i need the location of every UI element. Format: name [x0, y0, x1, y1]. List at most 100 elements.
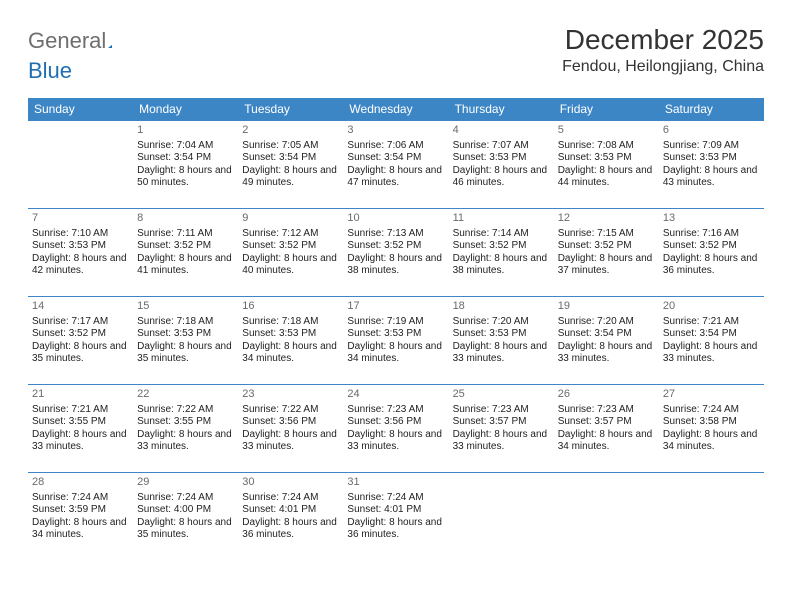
sunset-text: Sunset: 3:59 PM	[32, 504, 129, 517]
weekday-header: Saturday	[659, 98, 764, 121]
day-number: 12	[558, 212, 655, 226]
brand-part2: Blue	[28, 58, 72, 84]
calendar-cell	[449, 473, 554, 561]
day-number: 18	[453, 300, 550, 314]
calendar-cell: 27Sunrise: 7:24 AMSunset: 3:58 PMDayligh…	[659, 385, 764, 473]
day-number: 13	[663, 212, 760, 226]
day-number: 3	[347, 124, 444, 138]
sunset-text: Sunset: 4:01 PM	[242, 504, 339, 517]
sunset-text: Sunset: 3:53 PM	[453, 328, 550, 341]
sunrise-text: Sunrise: 7:22 AM	[242, 404, 339, 417]
calendar-cell: 13Sunrise: 7:16 AMSunset: 3:52 PMDayligh…	[659, 209, 764, 297]
day-number: 28	[32, 476, 129, 490]
day-number: 16	[242, 300, 339, 314]
sunset-text: Sunset: 4:01 PM	[347, 504, 444, 517]
sunset-text: Sunset: 3:55 PM	[32, 416, 129, 429]
sunrise-text: Sunrise: 7:20 AM	[558, 316, 655, 329]
daylight-text: Daylight: 8 hours and 38 minutes.	[453, 253, 550, 278]
day-number: 31	[347, 476, 444, 490]
day-number: 30	[242, 476, 339, 490]
sunrise-text: Sunrise: 7:04 AM	[137, 140, 234, 153]
sunset-text: Sunset: 3:52 PM	[242, 240, 339, 253]
sunrise-text: Sunrise: 7:24 AM	[32, 492, 129, 505]
day-number: 21	[32, 388, 129, 402]
calendar-cell: 24Sunrise: 7:23 AMSunset: 3:56 PMDayligh…	[343, 385, 448, 473]
sunrise-text: Sunrise: 7:23 AM	[347, 404, 444, 417]
daylight-text: Daylight: 8 hours and 44 minutes.	[558, 165, 655, 190]
calendar-cell: 28 Sunrise: 7:24 AMSunset: 3:59 PMDayligh…	[28, 473, 133, 561]
calendar-cell: 17Sunrise: 7:19 AMSunset: 3:53 PMDayligh…	[343, 297, 448, 385]
daylight-text: Daylight: 8 hours and 33 minutes.	[242, 429, 339, 454]
sunrise-text: Sunrise: 7:23 AM	[558, 404, 655, 417]
sunrise-text: Sunrise: 7:22 AM	[137, 404, 234, 417]
calendar-cell: 8Sunrise: 7:11 AMSunset: 3:52 PMDaylight…	[133, 209, 238, 297]
sunrise-text: Sunrise: 7:14 AM	[453, 228, 550, 241]
calendar-page: General December 2025 Fendou, Heilongjia…	[0, 0, 792, 585]
calendar-cell: 15Sunrise: 7:18 AMSunset: 3:53 PMDayligh…	[133, 297, 238, 385]
sunrise-text: Sunrise: 7:16 AM	[663, 228, 760, 241]
sunset-text: Sunset: 3:52 PM	[347, 240, 444, 253]
sunrise-text: Sunrise: 7:24 AM	[137, 492, 234, 505]
sunset-text: Sunset: 3:52 PM	[32, 328, 129, 341]
daylight-text: Daylight: 8 hours and 35 minutes.	[32, 341, 129, 366]
sunrise-text: Sunrise: 7:20 AM	[453, 316, 550, 329]
day-number: 1	[137, 124, 234, 138]
calendar-week-row: 1Sunrise: 7:04 AMSunset: 3:54 PMDaylight…	[28, 121, 764, 209]
sunset-text: Sunset: 3:56 PM	[242, 416, 339, 429]
calendar-cell: 1Sunrise: 7:04 AMSunset: 3:54 PMDaylight…	[133, 121, 238, 209]
calendar-cell: 2Sunrise: 7:05 AMSunset: 3:54 PMDaylight…	[238, 121, 343, 209]
daylight-text: Daylight: 8 hours and 35 minutes.	[137, 517, 234, 542]
daylight-text: Daylight: 8 hours and 50 minutes.	[137, 165, 234, 190]
title-block: December 2025 Fendou, Heilongjiang, Chin…	[562, 24, 764, 76]
sunset-text: Sunset: 3:52 PM	[453, 240, 550, 253]
daylight-text: Daylight: 8 hours and 34 minutes.	[32, 517, 129, 542]
sunrise-text: Sunrise: 7:15 AM	[558, 228, 655, 241]
daylight-text: Daylight: 8 hours and 33 minutes.	[32, 429, 129, 454]
sunrise-text: Sunrise: 7:21 AM	[663, 316, 760, 329]
sunset-text: Sunset: 3:58 PM	[663, 416, 760, 429]
sunrise-text: Sunrise: 7:21 AM	[32, 404, 129, 417]
brand-part1: General	[28, 28, 106, 54]
sunrise-text: Sunrise: 7:08 AM	[558, 140, 655, 153]
sunrise-text: Sunrise: 7:18 AM	[242, 316, 339, 329]
daylight-text: Daylight: 8 hours and 33 minutes.	[453, 341, 550, 366]
sail-icon	[108, 32, 111, 50]
daylight-text: Daylight: 8 hours and 38 minutes.	[347, 253, 444, 278]
day-number: 27	[663, 388, 760, 402]
calendar-week-row: 28Sunrise: 7:24 AMSunset: 3:59 PMDayligh…	[28, 473, 764, 561]
day-number: 8	[137, 212, 234, 226]
calendar-cell	[28, 121, 133, 209]
calendar-cell: 4Sunrise: 7:07 AMSunset: 3:53 PMDaylight…	[449, 121, 554, 209]
sunrise-text: Sunrise: 7:05 AM	[242, 140, 339, 153]
daylight-text: Daylight: 8 hours and 49 minutes.	[242, 165, 339, 190]
sunset-text: Sunset: 3:53 PM	[453, 152, 550, 165]
sunset-text: Sunset: 3:53 PM	[558, 152, 655, 165]
calendar-cell: 5 Sunrise: 7:08 AMSunset: 3:53 PMDaylight…	[554, 121, 659, 209]
calendar-cell: 12Sunrise: 7:15 AMSunset: 3:52 PMDayligh…	[554, 209, 659, 297]
sunrise-text: Sunrise: 7:12 AM	[242, 228, 339, 241]
calendar-cell: 7Sunrise: 7:10 AMSunset: 3:53 PMDaylight…	[28, 209, 133, 297]
daylight-text: Daylight: 8 hours and 41 minutes.	[137, 253, 234, 278]
weekday-header: Monday	[133, 98, 238, 121]
day-number: 24	[347, 388, 444, 402]
sunset-text: Sunset: 3:52 PM	[663, 240, 760, 253]
daylight-text: Daylight: 8 hours and 34 minutes.	[242, 341, 339, 366]
daylight-text: Daylight: 8 hours and 40 minutes.	[242, 253, 339, 278]
daylight-text: Daylight: 8 hours and 46 minutes.	[453, 165, 550, 190]
day-number: 19	[558, 300, 655, 314]
sunrise-text: Sunrise: 7:17 AM	[32, 316, 129, 329]
daylight-text: Daylight: 8 hours and 33 minutes.	[663, 341, 760, 366]
sunset-text: Sunset: 3:54 PM	[558, 328, 655, 341]
day-number: 20	[663, 300, 760, 314]
day-number: 5	[558, 124, 655, 138]
calendar-cell: 16Sunrise: 7:18 AMSunset: 3:53 PMDayligh…	[238, 297, 343, 385]
calendar-week-row: 21Sunrise: 7:21 AMSunset: 3:55 PMDayligh…	[28, 385, 764, 473]
day-number: 9	[242, 212, 339, 226]
sunset-text: Sunset: 3:57 PM	[453, 416, 550, 429]
calendar-cell: 22Sunrise: 7:22 AMSunset: 3:55 PMDayligh…	[133, 385, 238, 473]
daylight-text: Daylight: 8 hours and 33 minutes.	[137, 429, 234, 454]
calendar-cell: 21 Sunrise: 7:21 AMSunset: 3:55 PMDayligh…	[28, 385, 133, 473]
daylight-text: Daylight: 8 hours and 36 minutes.	[242, 517, 339, 542]
calendar-cell	[659, 473, 764, 561]
daylight-text: Daylight: 8 hours and 36 minutes.	[347, 517, 444, 542]
